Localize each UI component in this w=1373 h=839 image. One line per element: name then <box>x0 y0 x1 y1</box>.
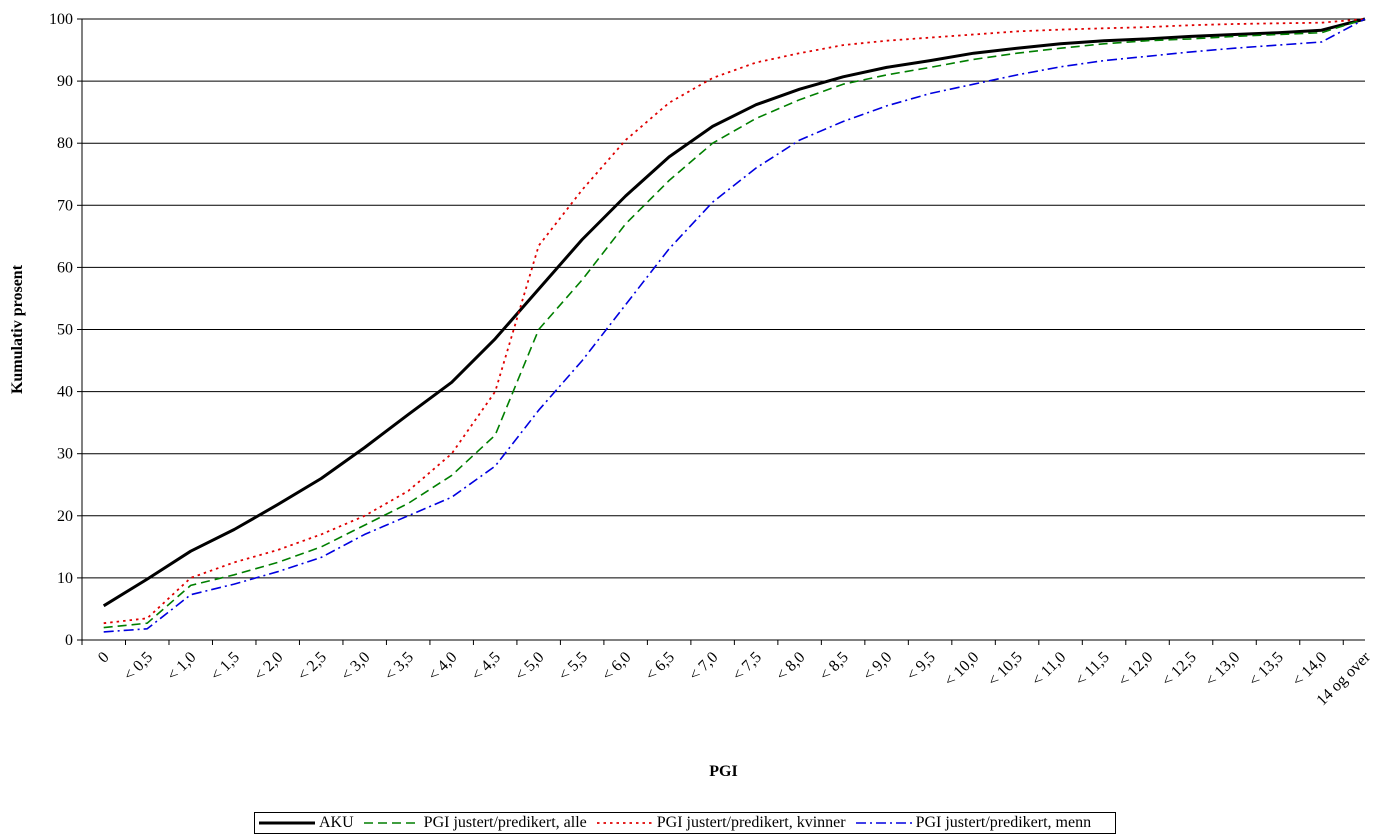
x-tick-label: < 12,0 <box>1115 649 1156 690</box>
x-tick-label: < 10,0 <box>941 649 982 690</box>
x-tick-label: < 7,5 <box>730 649 765 684</box>
series-line-3 <box>103 18 1366 625</box>
y-tick-label: 30 <box>57 446 73 463</box>
y-tick-label: 100 <box>49 11 73 28</box>
series-line-1 <box>102 17 1366 608</box>
y-axis-ticks: 0 10 20 30 40 50 60 70 80 90 100 <box>49 11 82 649</box>
x-tick-label: < 6,5 <box>643 649 678 684</box>
x-tick-label: < 3,5 <box>382 649 417 684</box>
x-tick-label: < 9,5 <box>904 649 939 684</box>
x-tick-label: < 5,5 <box>556 649 591 684</box>
y-tick-label: 10 <box>57 570 73 587</box>
x-tick-label: < 5,0 <box>512 649 547 684</box>
x-tick-label: < 14,0 <box>1289 649 1330 690</box>
x-tick-label: < 13,0 <box>1202 649 1243 690</box>
legend-swatch <box>855 822 912 824</box>
x-tick-label: < 1,5 <box>208 649 243 684</box>
x-tick-label: < 11,0 <box>1029 649 1070 690</box>
series-line-2 <box>103 18 1366 629</box>
series-lines <box>102 17 1366 633</box>
legend-label: AKU <box>319 814 354 831</box>
legend-item-4: PGI justert/predikert, menn <box>854 814 1092 832</box>
x-tick-label: < 12,5 <box>1159 649 1200 690</box>
x-tick-label: < 1,0 <box>164 649 199 684</box>
x-tick-label: < 8,0 <box>773 649 808 684</box>
y-tick-label: 70 <box>57 197 73 214</box>
legend-swatch <box>259 821 315 825</box>
chart-legend: AKU PGI justert/predikert, alle PGI juster… <box>254 812 1116 834</box>
x-tick-label: < 6,0 <box>599 649 634 684</box>
x-tick-label: < 2,0 <box>251 649 286 684</box>
legend-item-1: AKU <box>257 814 354 832</box>
legend-label: PGI justert/predikert, alle <box>423 814 587 831</box>
x-tick-label: < 2,5 <box>295 649 330 684</box>
x-tick-label: < 4,0 <box>425 649 460 684</box>
y-tick-label: 50 <box>57 322 73 339</box>
y-tick-label: 40 <box>57 384 73 401</box>
y-tick-label: 80 <box>57 135 73 152</box>
x-tick-label: < 8,5 <box>817 649 852 684</box>
x-tick-label: < 4,5 <box>469 649 504 684</box>
x-tick-label: < 11,5 <box>1072 649 1113 690</box>
x-tick-label: < 7,0 <box>686 649 721 684</box>
gridlines <box>82 18 1365 579</box>
y-tick-label: 20 <box>57 508 73 525</box>
y-tick-label: 60 <box>57 259 73 276</box>
legend-item-2: PGI justert/predikert, alle <box>362 814 587 832</box>
x-axis-ticks: 0 < 0,5 < 1,0 < 1,5 < 2,0 < 2,5 < 3,0 < 3,5 < 4,… <box>81 640 1373 709</box>
x-tick-label: 0 <box>95 649 113 667</box>
x-axis-title: PGI <box>709 763 737 780</box>
legend-label: PGI justert/predikert, kvinner <box>656 814 846 831</box>
y-tick-label: 90 <box>57 73 73 90</box>
legend-swatch <box>596 822 653 824</box>
legend-item-3: PGI justert/predikert, kvinner <box>595 814 846 832</box>
y-axis-title: Kumulativ prosent <box>9 264 26 394</box>
x-tick-label: < 10,5 <box>985 649 1026 690</box>
legend-label: PGI justert/predikert, menn <box>915 814 1092 831</box>
x-tick-label: < 13,5 <box>1246 649 1287 690</box>
x-tick-label: < 0,5 <box>121 649 156 684</box>
x-tick-label: < 3,0 <box>338 649 373 684</box>
series-line-4 <box>103 18 1366 633</box>
y-tick-label: 0 <box>65 632 73 649</box>
legend-swatch <box>363 822 420 824</box>
x-tick-label: < 9,0 <box>860 649 895 684</box>
